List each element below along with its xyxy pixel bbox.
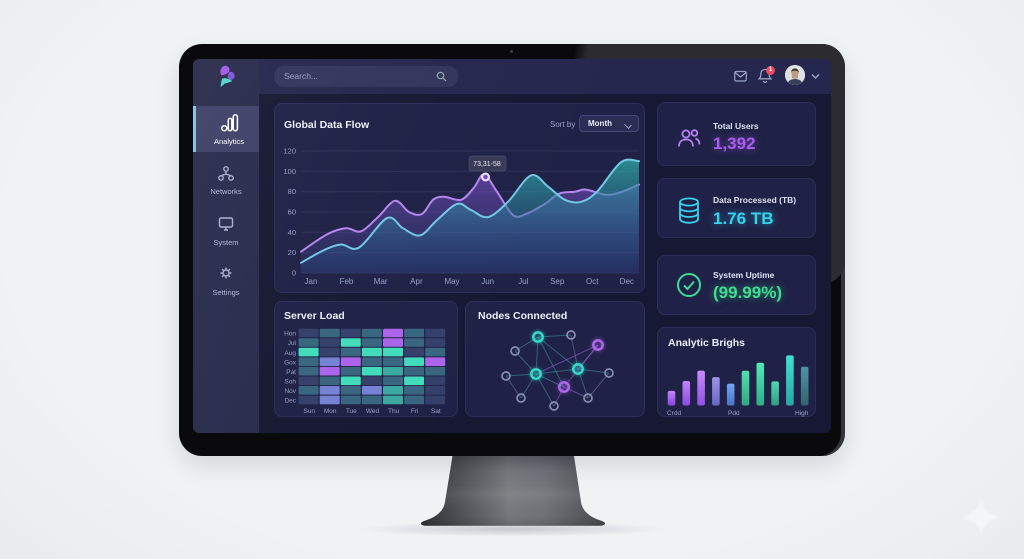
svg-text:High: High (795, 410, 809, 417)
svg-text:Nov: Nov (284, 388, 296, 395)
svg-text:Crdd: Crdd (667, 410, 681, 417)
svg-text:Oct: Oct (586, 277, 599, 286)
svg-text:Sun: Sun (303, 408, 315, 415)
svg-text:Aug: Aug (284, 350, 296, 357)
svg-text:73,31-58: 73,31-58 (473, 161, 501, 168)
svg-text:60: 60 (288, 208, 296, 217)
svg-text:Sat: Sat (431, 408, 441, 415)
svg-text:Soh: Soh (284, 378, 296, 385)
svg-text:Mon: Mon (324, 408, 337, 415)
svg-text:Pat: Pat (286, 369, 296, 376)
svg-text:Gox: Gox (284, 359, 297, 366)
svg-text:Jul: Jul (288, 340, 297, 347)
svg-text:20: 20 (288, 248, 296, 257)
svg-text:Jul: Jul (518, 277, 528, 286)
svg-text:May: May (444, 277, 459, 286)
svg-text:Pdd: Pdd (728, 410, 740, 417)
svg-text:Jan: Jan (305, 277, 318, 286)
svg-text:100: 100 (283, 167, 296, 176)
svg-text:40: 40 (288, 228, 296, 237)
svg-text:Jun: Jun (481, 277, 494, 286)
svg-text:Wed: Wed (366, 408, 380, 415)
svg-text:Dec: Dec (620, 277, 634, 286)
svg-text:80: 80 (288, 187, 296, 196)
svg-text:0: 0 (292, 269, 296, 278)
svg-text:120: 120 (283, 147, 296, 156)
svg-text:Dec: Dec (284, 398, 296, 405)
svg-text:Feb: Feb (340, 277, 354, 286)
svg-text:Sep: Sep (550, 277, 565, 286)
svg-text:Mar: Mar (374, 277, 388, 286)
svg-text:Thu: Thu (388, 408, 400, 415)
svg-text:Tue: Tue (346, 408, 357, 415)
svg-text:Hon: Hon (284, 331, 296, 338)
svg-text:Apr: Apr (410, 277, 423, 286)
svg-text:Fri: Fri (411, 408, 419, 415)
